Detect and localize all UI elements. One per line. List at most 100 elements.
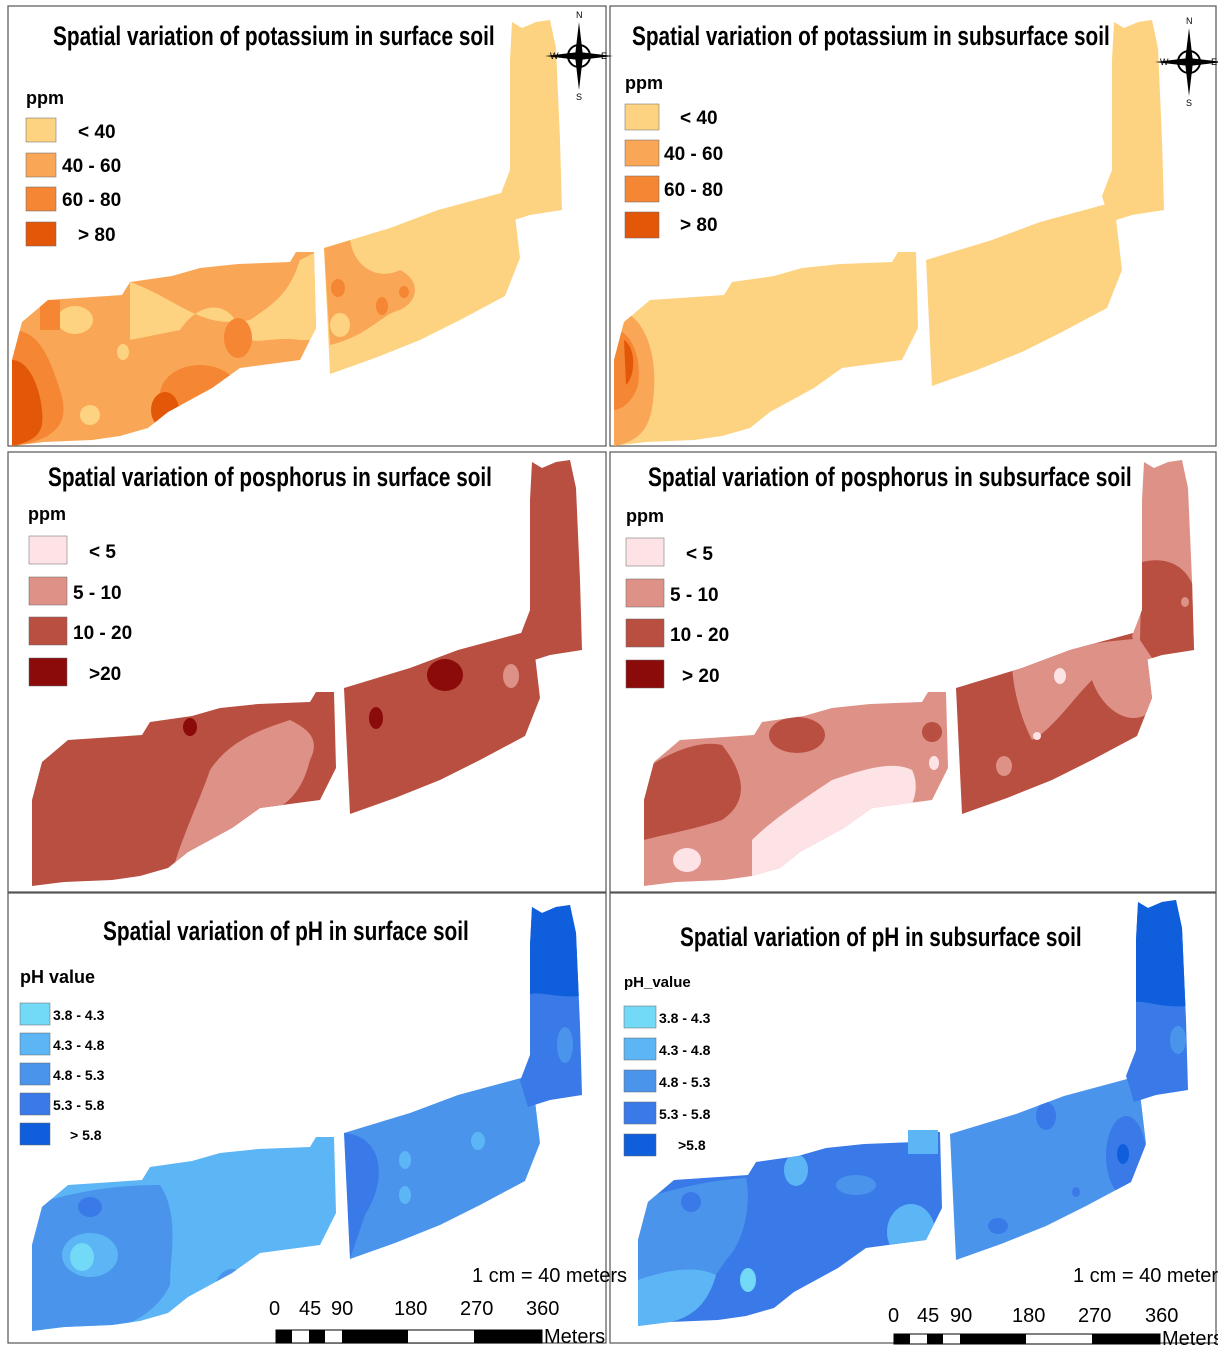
compass-rose: N S W E <box>545 10 613 102</box>
legend-label: > 5.8 <box>70 1127 102 1143</box>
legend-swatch <box>625 537 665 567</box>
legend-label: 5 - 10 <box>73 583 122 604</box>
scale-tick: 45 <box>917 1305 939 1327</box>
compass-n: N <box>576 10 583 20</box>
panel-frames <box>7 5 1217 1344</box>
legend-label: 60 - 80 <box>62 190 121 211</box>
compass-w: W <box>550 51 559 61</box>
field-map <box>12 20 562 446</box>
legend-swatch <box>623 1133 657 1157</box>
legend-label: 10 - 20 <box>670 625 729 646</box>
legend-swatch <box>25 152 57 178</box>
panel-title: Spatial variation of pH in subsurface so… <box>680 922 1082 952</box>
legend-swatch <box>19 1002 51 1026</box>
compass-w: W <box>1160 57 1169 67</box>
legend-swatch <box>28 576 68 606</box>
field-map <box>614 20 1164 446</box>
scale-tick: 0 <box>269 1298 280 1320</box>
legend-swatch <box>623 1005 657 1029</box>
legend-swatch <box>19 1092 51 1116</box>
scale-tick: 90 <box>950 1305 972 1327</box>
legend-label: 5 - 10 <box>670 585 719 606</box>
legend-label: >5.8 <box>678 1137 706 1153</box>
panel-title: Spatial variation of posphorus in subsur… <box>648 463 1132 493</box>
scale-ratio: 1 cm = 40 meters <box>1073 1265 1218 1287</box>
legend-label: < 40 <box>78 122 116 143</box>
legend-label: 10 - 20 <box>73 623 132 644</box>
legend: ppm < 40 40 - 60 60 - 80 > 80 <box>25 88 121 247</box>
legend-label: 4.8 - 5.3 <box>53 1067 105 1083</box>
scale-unit: Meters <box>1162 1328 1218 1345</box>
legend: ppm < 5 5 - 10 10 - 20 >20 <box>28 504 132 687</box>
scale-tick: 0 <box>888 1305 899 1327</box>
legend-swatch <box>624 211 660 239</box>
legend-swatch <box>625 659 665 689</box>
panel-potassium-subsurface: N S W E <box>614 16 1218 446</box>
scale-bar: 1 cm = 40 meters 0 45 90 180 270 360 Met… <box>888 1265 1218 1345</box>
legend-title: ppm <box>626 506 664 526</box>
compass-e: E <box>1211 57 1217 67</box>
panel-ph-subsurface <box>638 900 1188 1326</box>
scale-tick: 360 <box>526 1298 559 1320</box>
legend-swatch <box>624 175 660 203</box>
scale-tick: 45 <box>299 1298 321 1320</box>
legend-label: 4.3 - 4.8 <box>659 1042 711 1058</box>
panel-potassium-surface: N S W E <box>12 10 613 446</box>
legend-label: > 20 <box>682 666 720 687</box>
legend-label: 3.8 - 4.3 <box>53 1007 105 1023</box>
scale-tick: 360 <box>1145 1305 1178 1327</box>
legend-title: ppm <box>28 504 66 524</box>
legend-swatch <box>623 1069 657 1093</box>
legend: ppm < 40 40 - 60 60 - 80 > 80 <box>624 73 723 239</box>
compass-n: N <box>1186 16 1193 26</box>
legend-label: 5.3 - 5.8 <box>659 1106 711 1122</box>
legend-label: < 5 <box>89 542 116 563</box>
legend-label: 4.8 - 5.3 <box>659 1074 711 1090</box>
compass-rose: N S W E <box>1155 16 1218 108</box>
legend: ppm < 5 5 - 10 10 - 20 > 20 <box>625 506 729 689</box>
legend-swatch <box>28 616 68 646</box>
panel-title: Spatial variation of posphorus in surfac… <box>48 462 492 492</box>
panel-title: Spatial variation of potassium in surfac… <box>53 21 495 51</box>
legend-swatch <box>624 103 660 131</box>
legend-swatch <box>19 1122 51 1146</box>
legend-label: 5.3 - 5.8 <box>53 1097 105 1113</box>
legend-swatch <box>623 1101 657 1125</box>
scale-ratio: 1 cm = 40 meters <box>472 1265 627 1287</box>
legend-title: pH_value <box>624 974 691 991</box>
legend-label: 4.3 - 4.8 <box>53 1037 105 1053</box>
legend-label: < 5 <box>686 544 713 565</box>
legend-label: > 80 <box>680 215 718 236</box>
legend-label: 40 - 60 <box>62 156 121 177</box>
legend-label: < 40 <box>680 108 718 129</box>
legend-title: ppm <box>625 73 663 93</box>
scale-tick: 180 <box>1012 1305 1045 1327</box>
scale-bar: 1 cm = 40 meters 0 45 90 180 270 360 Met… <box>269 1265 627 1345</box>
scale-tick: 270 <box>460 1298 493 1320</box>
scale-tick: 90 <box>331 1298 353 1320</box>
legend-title: ppm <box>26 88 64 108</box>
scale-tick: 180 <box>394 1298 427 1320</box>
legend-title: pH value <box>20 967 95 987</box>
scale-tick: 270 <box>1078 1305 1111 1327</box>
legend-swatch <box>19 1062 51 1086</box>
legend-swatch <box>625 618 665 648</box>
legend-label: 60 - 80 <box>664 180 723 201</box>
legend-swatch <box>19 1032 51 1056</box>
legend-label: > 80 <box>78 225 116 246</box>
compass-s: S <box>1186 98 1192 108</box>
field-map <box>638 900 1188 1326</box>
legend-swatch <box>28 657 68 687</box>
legend-swatch <box>623 1037 657 1061</box>
legend: pH_value 3.8 - 4.3 4.3 - 4.8 4.8 - 5.3 5… <box>623 974 711 1157</box>
legend-swatch <box>624 139 660 167</box>
panel-title: Spatial variation of potassium in subsur… <box>632 21 1110 51</box>
panel-title: Spatial variation of pH in surface soil <box>103 916 469 946</box>
legend-label: 3.8 - 4.3 <box>659 1010 711 1026</box>
legend-label: 40 - 60 <box>664 144 723 165</box>
compass-s: S <box>576 92 582 102</box>
legend-swatch <box>25 117 57 143</box>
scale-unit: Meters <box>544 1326 605 1345</box>
legend: pH value 3.8 - 4.3 4.3 - 4.8 4.8 - 5.3 5… <box>19 967 105 1146</box>
